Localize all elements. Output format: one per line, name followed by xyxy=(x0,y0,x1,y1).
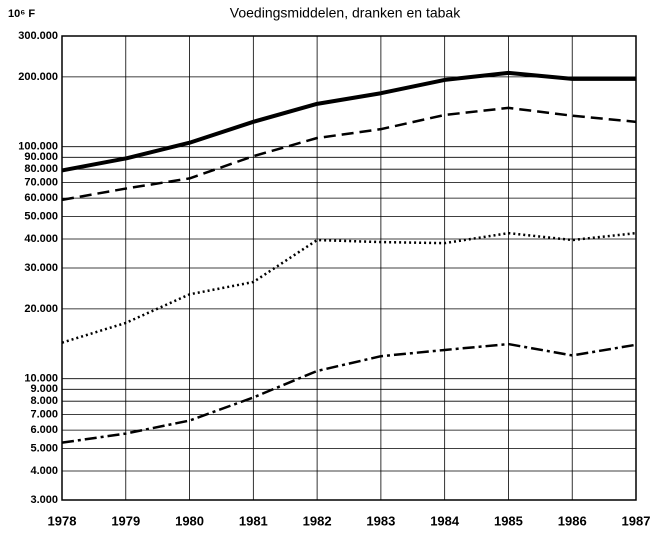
y-tick-label: 7.000 xyxy=(30,409,58,421)
series-line xyxy=(61,106,637,202)
series-line xyxy=(61,342,637,444)
x-tick-label: 1982 xyxy=(303,513,332,528)
x-tick-label: 1983 xyxy=(366,513,395,528)
y-tick-label: 9.000 xyxy=(30,383,58,395)
x-tick-label: 1979 xyxy=(111,513,140,528)
x-tick-label: 1978 xyxy=(48,513,77,528)
y-tick-label: 70.000 xyxy=(24,177,58,189)
y-tick-label: 100.000 xyxy=(18,141,58,153)
y-tick-label: 6.000 xyxy=(30,424,58,436)
y-tick-label: 200.000 xyxy=(18,71,58,83)
y-tick-label: 10.000 xyxy=(24,373,58,385)
y-tick-label: 40.000 xyxy=(24,233,58,245)
y-tick-label: 90.000 xyxy=(24,151,58,163)
y-tick-label: 5.000 xyxy=(30,442,58,454)
x-tick-label: 1980 xyxy=(175,513,204,528)
y-tick-label: 50.000 xyxy=(24,210,58,222)
y-tick-label: 60.000 xyxy=(24,192,58,204)
plot-frame xyxy=(61,35,637,501)
y-tick-label: 300.000 xyxy=(18,30,58,42)
x-tick-label: 1986 xyxy=(558,513,587,528)
y-tick-label: 80.000 xyxy=(24,163,58,175)
y-tick-label: 30.000 xyxy=(24,262,58,274)
y-tick-label: 20.000 xyxy=(24,303,58,315)
series-line xyxy=(61,70,636,173)
x-tick-label: 1987 xyxy=(622,513,651,528)
chart-title: Voedingsmiddelen, dranken en tabak xyxy=(230,5,461,21)
y-tick-label: 8.000 xyxy=(30,395,58,407)
x-tick-label: 1985 xyxy=(494,513,523,528)
series-line xyxy=(61,231,637,344)
x-tick-label: 1984 xyxy=(430,513,460,528)
x-tick-label: 1981 xyxy=(239,513,268,528)
y-axis-label: 10⁶ F xyxy=(8,8,35,20)
y-tick-label: 3.000 xyxy=(30,494,58,506)
y-tick-label: 4.000 xyxy=(30,465,58,477)
